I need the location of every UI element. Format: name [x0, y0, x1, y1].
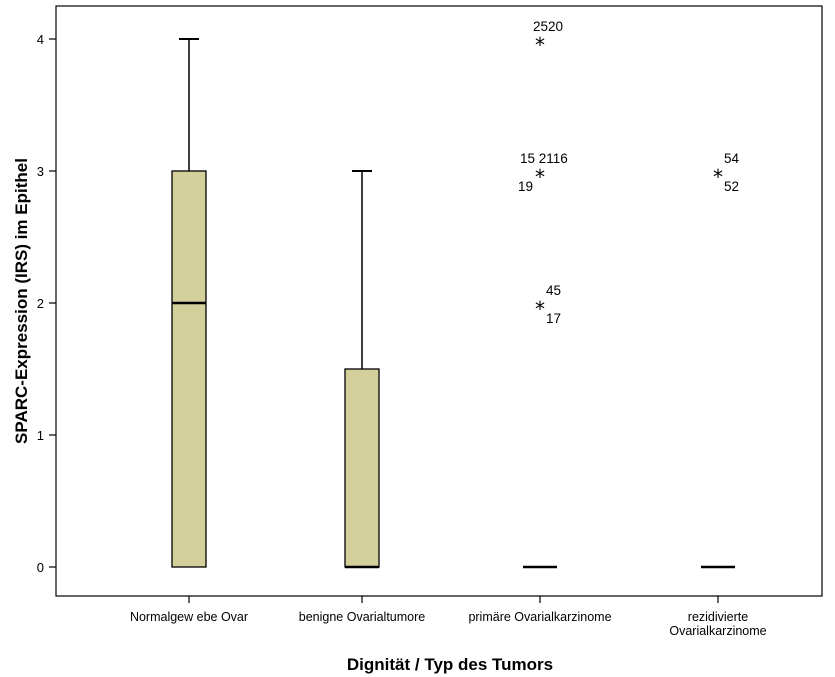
x-category-label: Ovarialkarzinome: [669, 624, 766, 638]
x-category-label: rezidivierte: [688, 610, 748, 624]
x-category-label: primäre Ovarialkarzinome: [468, 610, 611, 624]
x-axis: Normalgew ebe Ovar benigne Ovarialtumore p…: [130, 596, 767, 638]
y-tick-label: 4: [37, 32, 44, 47]
y-axis: 0 1 2 3 4: [37, 32, 56, 575]
outlier-label: 54: [724, 151, 740, 166]
outlier-label: 45: [546, 283, 561, 298]
box-group: [171, 38, 207, 568]
outlier-star: *: [535, 297, 545, 321]
x-category-label: benigne Ovarialtumore: [299, 610, 426, 624]
outlier-star: *: [535, 33, 545, 57]
outlier-label: 15 2116: [520, 151, 568, 166]
x-axis-title: Dignität / Typ des Tumors: [347, 655, 553, 674]
y-tick-label: 2: [37, 296, 44, 311]
outlier-label: 19: [518, 179, 533, 194]
box-iqr: [171, 170, 207, 568]
box-group: [344, 170, 380, 569]
boxes: [171, 38, 735, 569]
outlier-star: *: [535, 165, 545, 189]
y-axis-title: SPARC-Expression (IRS) im Epithel: [12, 158, 31, 444]
plot-frame: [55, 5, 823, 597]
outlier-label: 2520: [533, 19, 563, 34]
outlier-star: *: [713, 165, 723, 189]
x-category-label: Normalgew ebe Ovar: [130, 610, 248, 624]
y-tick-label: 0: [37, 560, 44, 575]
box-iqr: [344, 368, 380, 568]
outlier-label: 52: [724, 179, 739, 194]
y-tick-label: 1: [37, 428, 44, 443]
outlier-label: 17: [546, 311, 561, 326]
y-tick-label: 3: [37, 164, 44, 179]
